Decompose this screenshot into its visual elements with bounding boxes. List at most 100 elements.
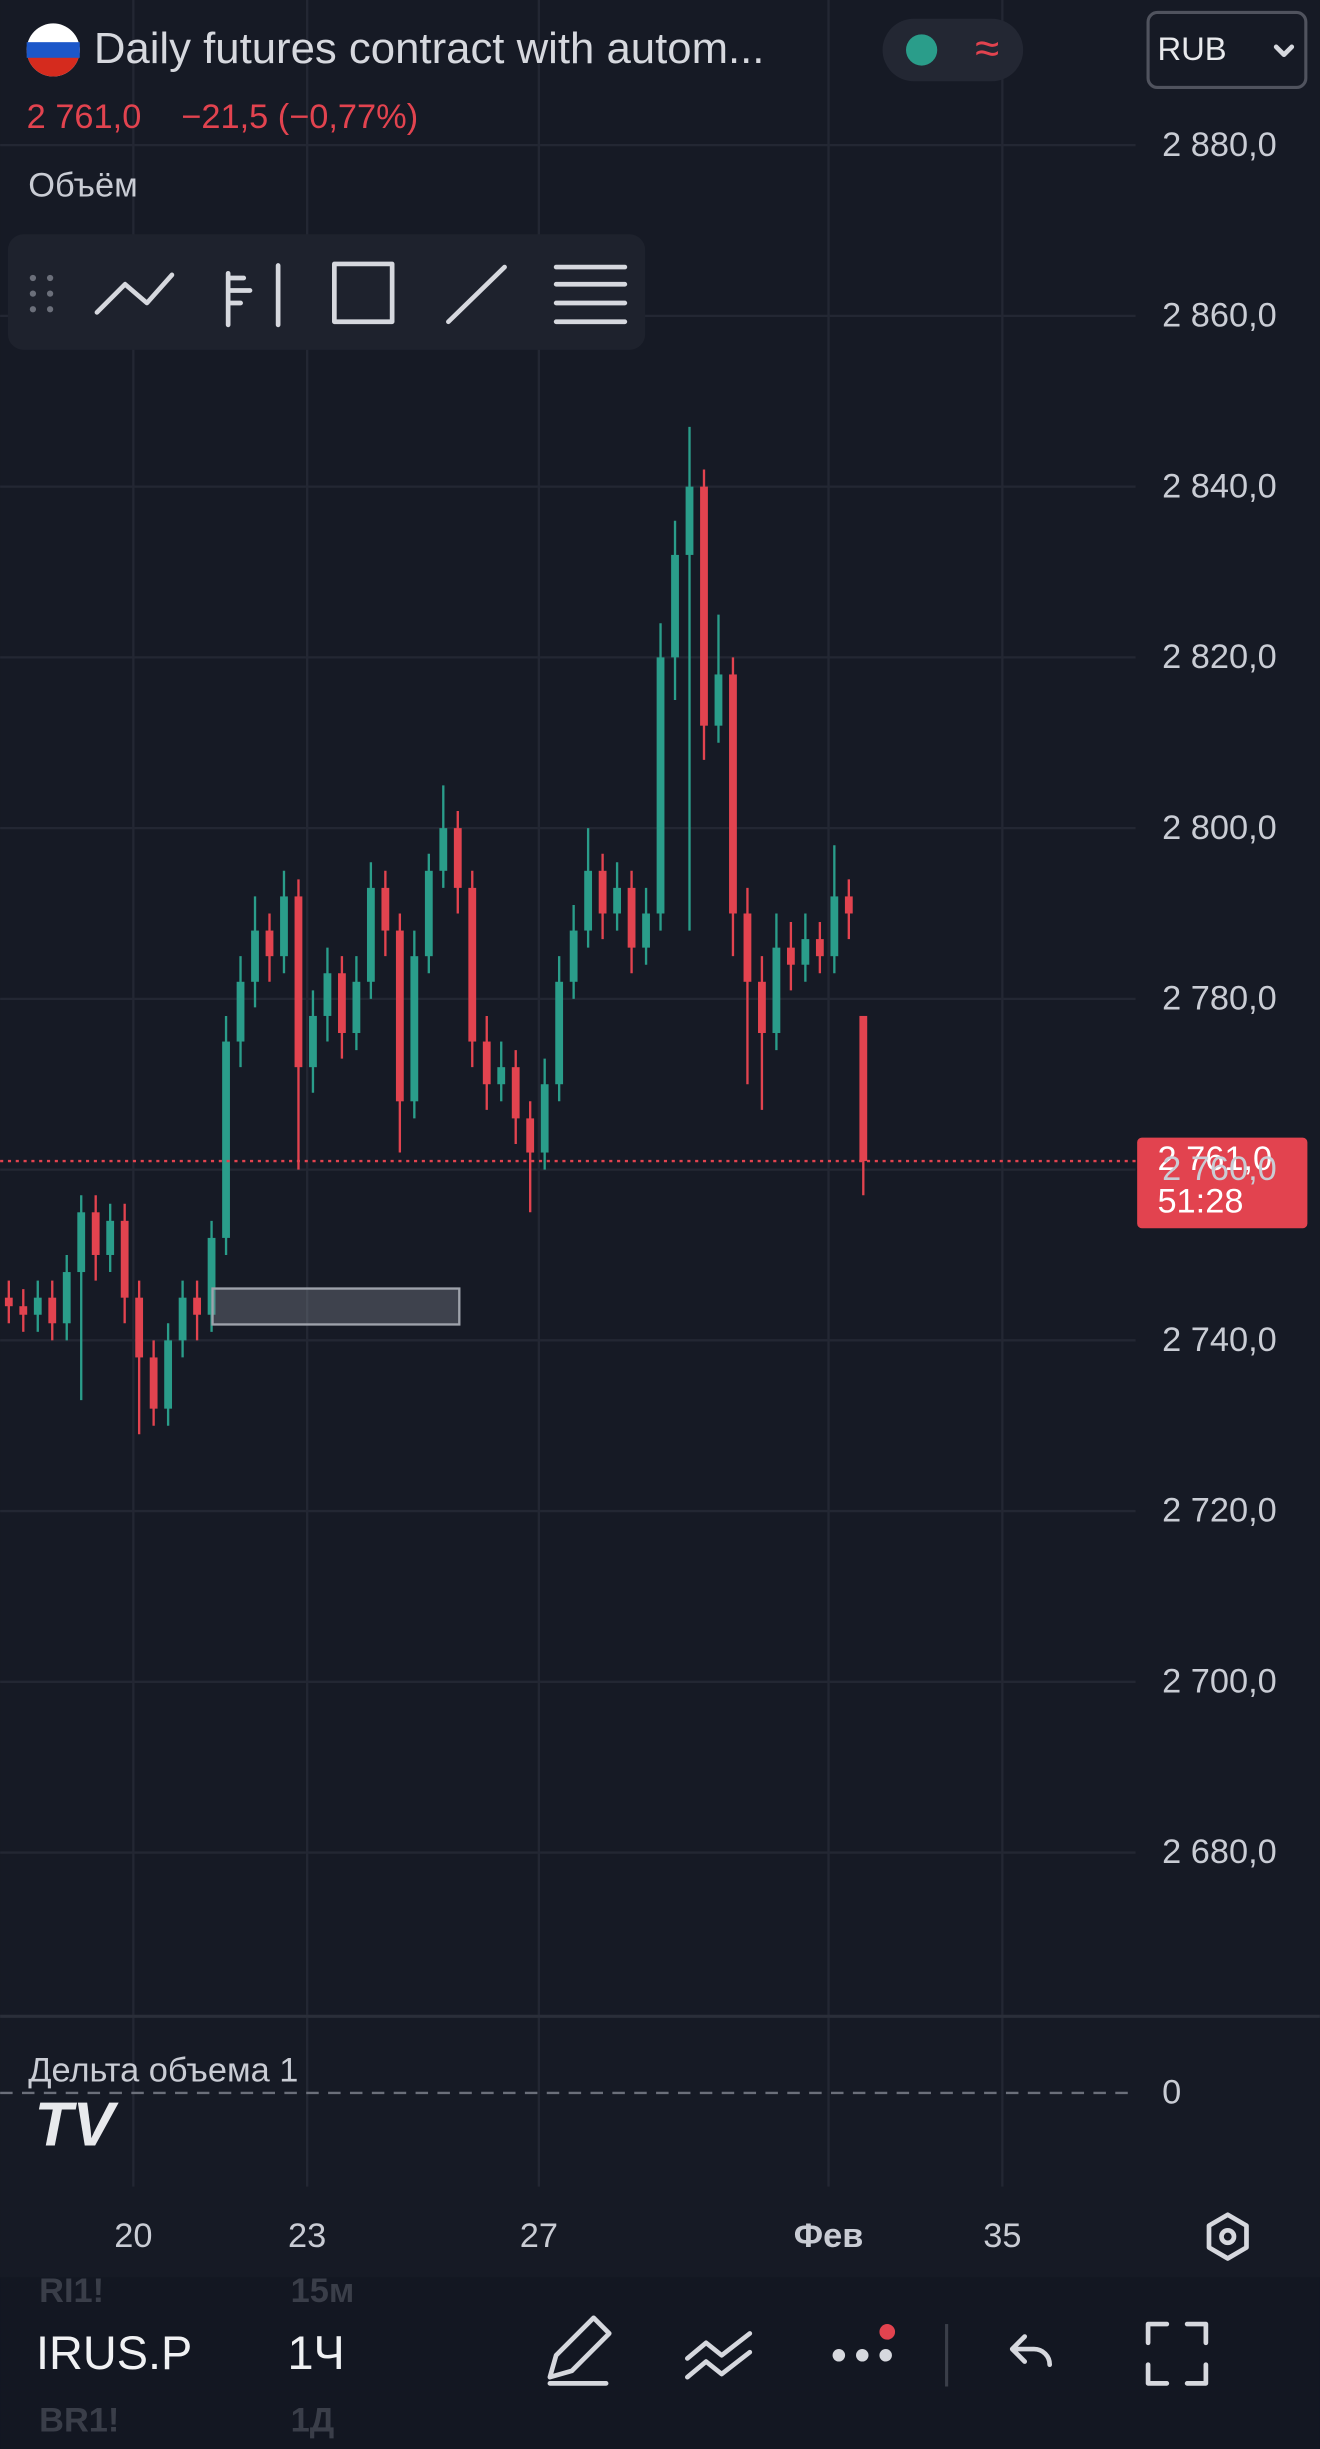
- y-tick-label: 2 800,0: [1162, 809, 1277, 847]
- candle-body: [844, 896, 853, 914]
- x-tick-label: 23: [288, 2217, 326, 2255]
- candle-body: [758, 981, 766, 1034]
- price: 2 761,0: [27, 98, 142, 136]
- y-tick-label: 2 780,0: [1162, 980, 1277, 1018]
- axis-settings-center: [1219, 2227, 1237, 2246]
- ghost-symbol: RI1!: [39, 2272, 104, 2310]
- draw-button[interactable]: [547, 2315, 612, 2386]
- tool-fib[interactable]: [553, 264, 628, 325]
- candle-body: [830, 896, 839, 957]
- candle-body: [772, 947, 781, 1034]
- interval-button[interactable]: 1Ч: [287, 2327, 344, 2379]
- y-tick-label: 2 740,0: [1162, 1321, 1277, 1359]
- axis-settings[interactable]: [1206, 2212, 1249, 2261]
- tool-arrow[interactable]: [446, 264, 507, 325]
- symbol-title[interactable]: Daily futures contract with autom...: [94, 24, 765, 73]
- candle-body: [671, 554, 679, 658]
- candle-body: [714, 674, 723, 726]
- ghost-symbol: BR1!: [39, 2402, 119, 2440]
- status-pill[interactable]: [882, 18, 1024, 82]
- price-badge: [1137, 1137, 1308, 1229]
- notification-dot: [879, 2324, 896, 2340]
- candle-body: [598, 870, 607, 914]
- y-tick-label: 2 840,0: [1162, 467, 1277, 505]
- fullscreen-button[interactable]: [1145, 2321, 1209, 2386]
- candle-body: [584, 870, 593, 931]
- indicators-button[interactable]: [684, 2331, 753, 2380]
- candle-body: [4, 1297, 13, 1307]
- candle-body: [511, 1067, 520, 1119]
- chevron: [1273, 44, 1295, 58]
- y-tick-label: 2 680,0: [1162, 1833, 1277, 1871]
- tool-measure[interactable]: [225, 263, 281, 328]
- y-tick-label: 2 820,0: [1162, 638, 1277, 676]
- candle-body: [207, 1237, 216, 1315]
- candle-body: [280, 896, 288, 957]
- drawing-toolbar: [7, 234, 646, 350]
- candle-body: [48, 1297, 57, 1324]
- bottom-bar: [0, 2277, 1320, 2449]
- candle-body: [323, 973, 332, 1016]
- symbol-button[interactable]: IRUS.P: [36, 2327, 192, 2379]
- candle-body: [33, 1297, 42, 1315]
- candle-body: [801, 939, 810, 965]
- tool-rectangle[interactable]: [332, 261, 395, 325]
- candle-body: [236, 981, 245, 1042]
- drag-handle[interactable]: [29, 274, 54, 313]
- x-tick-label: 27: [520, 2217, 558, 2255]
- candle-body: [656, 657, 665, 914]
- candle-body: [19, 1306, 28, 1315]
- candle-body: [497, 1067, 506, 1085]
- candles: [4, 426, 868, 1435]
- candle-body: [395, 930, 404, 1102]
- currency-select[interactable]: [1146, 10, 1308, 90]
- candle-body: [540, 1084, 549, 1153]
- indicator-label[interactable]: Объём: [28, 167, 137, 205]
- candle-body: [743, 913, 752, 982]
- candle-body: [77, 1212, 86, 1273]
- tool-trend[interactable]: [94, 272, 175, 315]
- ghost-interval: 1Д: [291, 2402, 335, 2440]
- candle-body: [439, 828, 448, 871]
- delta-title: Дельта объема 1: [28, 2052, 298, 2090]
- candle-body: [62, 1272, 71, 1324]
- candle-body: [352, 981, 361, 1034]
- candle-body: [468, 887, 477, 1042]
- logo: TV: [34, 2089, 119, 2159]
- candle-body: [526, 1118, 535, 1153]
- candle-body: [424, 870, 433, 957]
- candle-body: [149, 1357, 158, 1409]
- y-tick-label: 2 760,0: [1162, 1150, 1277, 1188]
- candle-body: [685, 486, 694, 555]
- candle-body: [627, 887, 636, 948]
- candle-body: [265, 930, 274, 957]
- drawn-rectangle[interactable]: [211, 1287, 461, 1326]
- y-tick-label: 2 720,0: [1162, 1492, 1277, 1530]
- candle-body: [120, 1220, 129, 1298]
- flag-blue: [26, 42, 80, 58]
- candle-body: [178, 1297, 187, 1341]
- x-tick-label: 35: [983, 2217, 1021, 2255]
- candle-body: [366, 887, 375, 982]
- currency: RUB: [1157, 30, 1226, 67]
- candle-body: [338, 973, 346, 1034]
- delayed-icon: ≈: [975, 24, 999, 73]
- candle-body: [613, 887, 621, 914]
- undo-button[interactable]: [1009, 2334, 1053, 2368]
- candle-body: [294, 896, 303, 1068]
- candle-body: [786, 947, 795, 965]
- candle-body: [555, 981, 564, 1085]
- price-change: −21,5 (−0,77%): [181, 98, 418, 136]
- candle-body: [700, 486, 708, 726]
- countdown: 51:28: [1157, 1182, 1243, 1220]
- candle-body: [193, 1297, 201, 1315]
- y-tick-label: 2 700,0: [1162, 1662, 1277, 1700]
- candle-body: [135, 1297, 144, 1358]
- more-button[interactable]: [832, 2349, 892, 2362]
- candle-body: [251, 930, 259, 982]
- candle-body: [729, 674, 737, 914]
- candle-body: [410, 956, 419, 1102]
- delta-tick-label: 0: [1162, 2074, 1181, 2112]
